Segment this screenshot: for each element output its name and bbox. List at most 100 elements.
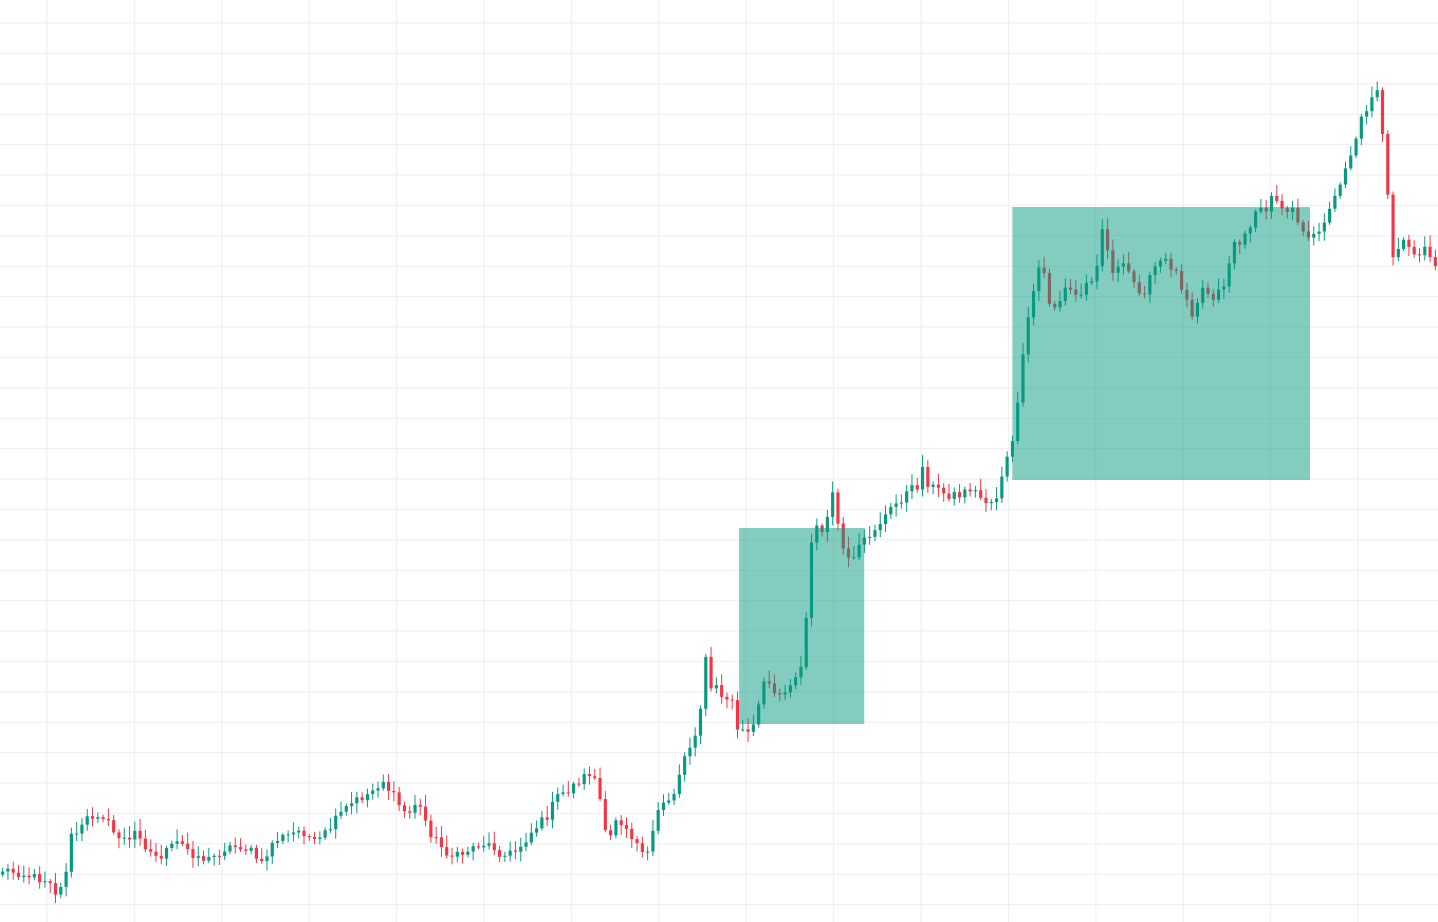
candle-down [566,781,570,797]
candle-body [545,817,549,820]
candle-body [6,868,10,872]
candle-up [1328,201,1332,225]
candle-body [878,523,882,531]
candle-body [593,776,597,778]
candle-down [392,781,396,802]
candle-body [461,851,465,855]
candle-body [455,851,459,857]
candle-body [1423,246,1427,256]
candle-body [323,830,327,838]
candle-down [180,834,184,847]
candle-body [75,833,79,835]
candle-body [683,756,687,775]
candle-up [1317,222,1321,242]
candle-body [540,817,544,829]
candle-down [408,806,412,819]
candle-down [587,766,592,785]
candle-up [1000,466,1004,503]
candle-body [899,502,903,504]
candle-body [952,492,956,499]
candle-down [16,864,21,880]
candle-down [53,873,58,904]
candle-body [392,790,396,793]
candle-body [630,828,634,840]
candle-down [238,838,243,853]
candle-body [64,871,68,887]
candle-down [191,840,195,868]
candle-down [640,836,644,858]
candle-body [1269,195,1274,212]
candle-up [64,863,68,897]
candle-body [635,839,639,844]
candle-up [862,528,866,553]
candle-body [318,837,322,840]
candle-up [1005,451,1009,482]
candle-up [249,844,253,855]
candle-down [492,831,496,856]
candle-body [957,492,962,498]
candle-body [434,837,438,839]
candle-up [133,821,137,849]
candle-body [492,843,496,851]
candle-body [133,830,137,840]
candle-body [307,836,311,838]
candle-body [894,503,898,507]
candle-up [318,831,322,845]
candle-down [48,878,52,894]
candle-body [704,656,708,709]
candle-body [730,699,734,701]
candle-up [228,841,232,855]
candle-up [656,802,660,835]
candle-body [963,489,967,498]
candle-body [344,806,348,812]
candle-body [217,855,221,857]
candle-body [429,820,433,838]
candle-up [667,792,671,805]
candle-body [624,825,629,829]
candle-down [439,826,444,857]
candle-up [899,494,903,509]
candle-body [244,849,248,851]
candle-body [1402,239,1406,249]
candle-body [418,804,422,807]
candle-up [973,486,977,498]
candle-up [646,846,650,861]
candle-up [482,836,486,852]
candle-body [693,735,697,748]
candle-down [730,694,734,710]
candle-body [556,794,560,802]
candle-down [397,786,401,811]
candle-down [476,842,481,850]
candle-up [503,851,507,862]
candle-body [423,806,428,821]
candle-down [1275,185,1279,204]
candle-down [143,829,147,853]
candle-body [926,466,930,487]
candle-body [1391,194,1395,258]
candle-up [6,864,10,880]
candle-down [434,826,438,844]
candle-body [117,832,121,839]
candle-body [868,536,872,538]
candle-body [48,881,52,884]
candle-up [196,846,200,867]
candle-down [635,836,639,852]
candle-body [112,820,116,833]
candle-body [159,855,163,859]
candle-body [550,801,555,820]
candle-down [725,692,729,709]
candle-body [164,847,169,859]
candle-down [117,829,121,849]
candle-body [85,816,89,825]
candle-body [196,856,200,858]
candle-up [873,524,877,542]
candle-up [80,817,84,842]
candle-body [22,875,26,878]
candle-up [931,481,935,495]
candle-body [101,817,105,819]
candle-body [519,846,523,852]
candle-body [143,838,147,850]
candle-body [339,811,343,816]
candle-body [994,498,999,502]
candle-down [217,849,221,865]
